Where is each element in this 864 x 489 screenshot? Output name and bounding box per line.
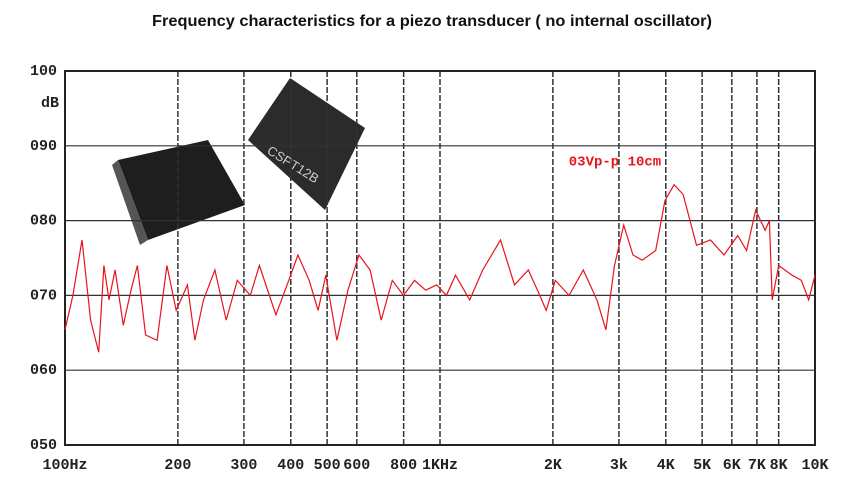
y-axis-label: dB (41, 95, 59, 112)
annotation: 03Vp-p 10cm (569, 155, 661, 171)
x-tick-label: 800 (390, 457, 417, 474)
x-tick-label: 100Hz (42, 457, 87, 474)
data-line (64, 183, 816, 353)
x-tick-label: 5K (693, 457, 711, 474)
product-photo: CSPT12B (112, 78, 365, 245)
grid (64, 70, 816, 446)
y-tick-label: 070 (30, 287, 57, 304)
x-tick-label: 2K (544, 457, 562, 474)
y-tick-label: 080 (30, 213, 57, 230)
plot-frame (64, 70, 816, 446)
x-tick-label: 1KHz (422, 457, 458, 474)
x-tick-label: 600 (343, 457, 370, 474)
x-tick-label: 10K (801, 457, 828, 474)
x-tick-label: 200 (164, 457, 191, 474)
x-tick-label: 4K (657, 457, 675, 474)
x-tick-label: 300 (230, 457, 257, 474)
x-tick-label: 7K (748, 457, 766, 474)
y-tick-label: 090 (30, 138, 57, 155)
y-tick-label: 100 (30, 63, 57, 80)
chart-title: Frequency characteristics for a piezo tr… (152, 13, 712, 30)
product-body (118, 140, 245, 240)
y-tick-label: 060 (30, 362, 57, 379)
x-tick-label: 400 (277, 457, 304, 474)
product-edge (112, 160, 148, 245)
x-tick-label: 6K (723, 457, 741, 474)
x-tick-label: 8K (770, 457, 788, 474)
x-tick-label: 3k (610, 457, 628, 474)
x-tick-label: 500 (314, 457, 341, 474)
y-tick-label: 050 (30, 437, 57, 454)
product-body (248, 78, 365, 210)
